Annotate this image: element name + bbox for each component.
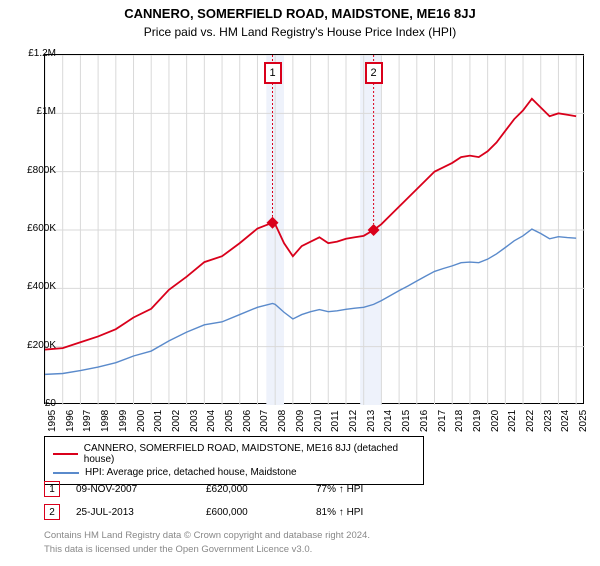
- y-tick-label: £200K: [6, 340, 56, 351]
- x-tick-label: 2013: [366, 410, 377, 432]
- y-tick-label: £600K: [6, 223, 56, 234]
- legend: CANNERO, SOMERFIELD ROAD, MAIDSTONE, ME1…: [44, 436, 424, 485]
- sale-num-1: 1: [44, 481, 60, 497]
- chart-svg: [45, 55, 585, 405]
- x-tick-label: 2014: [383, 410, 394, 432]
- x-tick-label: 2001: [153, 410, 164, 432]
- sale-pct-2: 81% ↑ HPI: [316, 507, 416, 518]
- sale-price-1: £620,000: [206, 484, 316, 495]
- x-tick-label: 2003: [189, 410, 200, 432]
- x-tick-label: 1998: [100, 410, 111, 432]
- sale-price-2: £600,000: [206, 507, 316, 518]
- x-tick-label: 2002: [171, 410, 182, 432]
- sale-row-1: 1 09-NOV-2007 £620,000 77% ↑ HPI: [44, 481, 416, 497]
- sale-date-1: 09-NOV-2007: [76, 484, 206, 495]
- x-tick-label: 2016: [419, 410, 430, 432]
- chart-title: CANNERO, SOMERFIELD ROAD, MAIDSTONE, ME1…: [0, 6, 600, 21]
- x-tick-label: 2023: [543, 410, 554, 432]
- legend-swatch-2: [53, 472, 79, 474]
- y-tick-label: £1.2M: [6, 48, 56, 59]
- legend-swatch-1: [53, 453, 78, 455]
- x-tick-label: 2009: [295, 410, 306, 432]
- sale-pct-1: 77% ↑ HPI: [316, 484, 416, 495]
- sale-num-2: 2: [44, 504, 60, 520]
- y-tick-label: £800K: [6, 165, 56, 176]
- sale-date-2: 25-JUL-2013: [76, 507, 206, 518]
- chart-subtitle: Price paid vs. HM Land Registry's House …: [0, 25, 600, 39]
- y-tick-label: £0: [6, 398, 56, 409]
- y-tick-label: £1M: [6, 106, 56, 117]
- x-tick-label: 2012: [348, 410, 359, 432]
- x-tick-label: 2006: [242, 410, 253, 432]
- x-tick-label: 2008: [277, 410, 288, 432]
- x-tick-label: 2018: [454, 410, 465, 432]
- x-tick-label: 1997: [82, 410, 93, 432]
- sale-row-2: 2 25-JUL-2013 £600,000 81% ↑ HPI: [44, 504, 416, 520]
- x-tick-label: 2010: [313, 410, 324, 432]
- x-tick-label: 2022: [525, 410, 536, 432]
- legend-item: HPI: Average price, detached house, Maid…: [53, 467, 415, 478]
- x-tick-label: 1995: [47, 410, 58, 432]
- x-tick-label: 2005: [224, 410, 235, 432]
- x-tick-label: 2021: [507, 410, 518, 432]
- x-tick-label: 2025: [578, 410, 589, 432]
- x-tick-label: 2004: [206, 410, 217, 432]
- legend-label-1: CANNERO, SOMERFIELD ROAD, MAIDSTONE, ME1…: [84, 443, 415, 465]
- footer-line-2: This data is licensed under the Open Gov…: [44, 544, 312, 555]
- x-tick-label: 2020: [490, 410, 501, 432]
- sale-marker-box: 2: [365, 62, 383, 84]
- x-tick-label: 2019: [472, 410, 483, 432]
- x-tick-label: 2000: [136, 410, 147, 432]
- x-tick-label: 2007: [259, 410, 270, 432]
- y-tick-label: £400K: [6, 281, 56, 292]
- x-tick-label: 1999: [118, 410, 129, 432]
- footer-line-1: Contains HM Land Registry data © Crown c…: [44, 530, 370, 541]
- x-tick-label: 1996: [65, 410, 76, 432]
- legend-label-2: HPI: Average price, detached house, Maid…: [85, 467, 297, 478]
- x-tick-label: 2024: [560, 410, 571, 432]
- x-tick-label: 2017: [437, 410, 448, 432]
- legend-item: CANNERO, SOMERFIELD ROAD, MAIDSTONE, ME1…: [53, 443, 415, 465]
- sale-marker-box: 1: [264, 62, 282, 84]
- chart-plot-area: [44, 54, 584, 404]
- chart-container: CANNERO, SOMERFIELD ROAD, MAIDSTONE, ME1…: [0, 6, 600, 566]
- x-tick-label: 2015: [401, 410, 412, 432]
- x-tick-label: 2011: [330, 410, 341, 432]
